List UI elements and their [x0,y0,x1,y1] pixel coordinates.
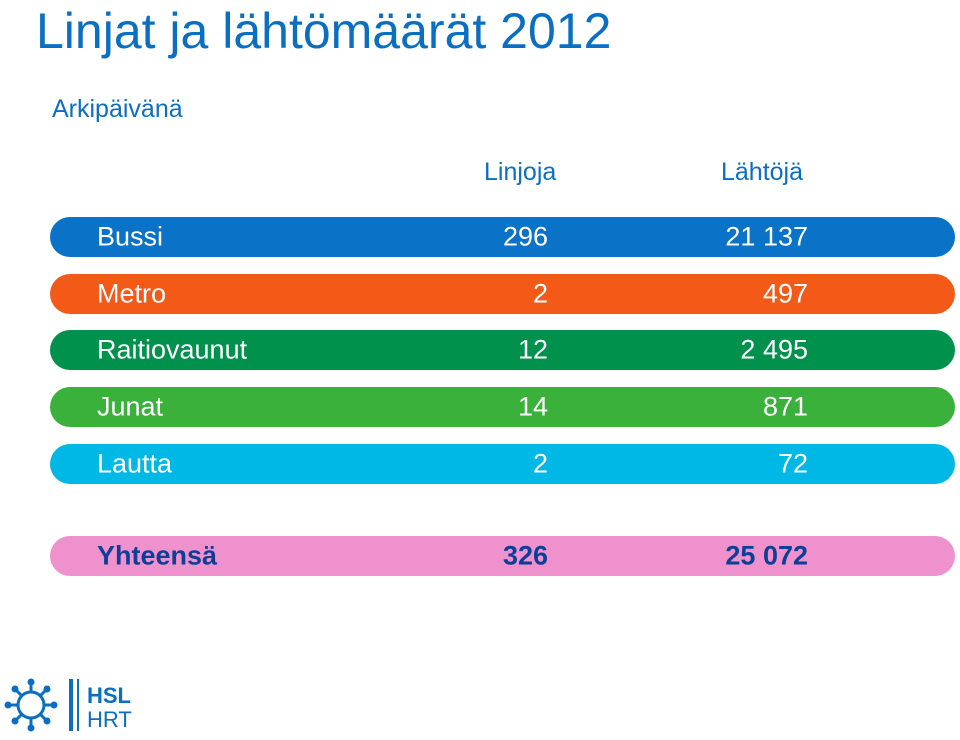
row-departures-value: 497 [762,278,808,309]
row-departures-value: 2 495 [740,334,808,365]
row-lines-value: 296 [502,221,548,252]
page-title: Linjat ja lähtömäärät 2012 [36,3,612,59]
hsl-logo: HSL HRT [3,675,153,735]
total-lines-value: 326 [502,540,548,571]
table-row-junat: Junat 14 871 [50,387,955,427]
row-departures-value: 871 [762,391,808,422]
page-subtitle: Arkipäivänä [52,95,183,123]
logo-text-hsl: HSL [87,683,131,708]
row-lines-value: 2 [532,278,548,309]
table-row-raitiovaunut: Raitiovaunut 12 2 495 [50,330,955,370]
hsl-logo-graphic: HSL HRT [4,678,132,732]
row-lines-value: 2 [532,448,548,479]
row-departures-value: 21 137 [725,221,808,252]
row-mode-label: Lautta [97,448,173,479]
row-departures-value: 72 [777,448,808,479]
row-mode-label: Bussi [97,221,164,252]
row-lines-value: 14 [517,391,548,422]
table-row-bussi: Bussi 296 21 137 [50,217,955,257]
total-departures-value: 25 072 [725,540,808,571]
total-label: Yhteensä [97,540,218,571]
logo-text-hrt: HRT [87,707,132,732]
column-header-departures: Lähtöjä [721,158,804,186]
row-mode-label: Metro [97,278,167,309]
table-row-lautta: Lautta 2 72 [50,444,955,484]
table-row-metro: Metro 2 497 [50,274,955,314]
row-mode-label: Junat [97,391,164,422]
column-header-lines: Linjoja [484,158,557,186]
table-row-total: Yhteensä 326 25 072 [50,536,955,576]
row-mode-label: Raitiovaunut [97,334,248,365]
row-lines-value: 12 [517,334,548,365]
